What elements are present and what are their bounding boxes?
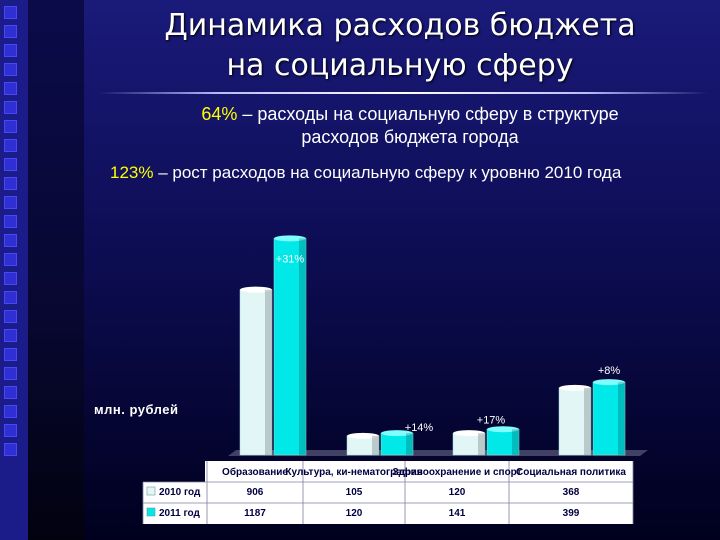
bar-top <box>240 286 272 293</box>
growth-label: +8% <box>598 365 621 377</box>
table-value: 368 <box>563 487 580 498</box>
legend-swatch-2011 <box>146 507 156 517</box>
decor-square <box>4 329 17 342</box>
decor-square <box>4 424 17 437</box>
table-category-label: Социальная политика <box>516 467 626 478</box>
bar-shade <box>406 433 413 455</box>
stat-growth-value: 123% <box>110 163 154 182</box>
decor-square <box>4 82 17 95</box>
table-value: 1187 <box>244 508 266 519</box>
stat-share: 64% – расходы на социальную сферу в стру… <box>140 103 680 149</box>
table-value: 141 <box>449 508 466 519</box>
table-value: 120 <box>346 508 363 519</box>
left-decor-strip <box>0 0 28 540</box>
slide-title-line1: Динамика расходов бюджета <box>164 8 636 43</box>
decor-square <box>4 101 17 114</box>
table-value: 105 <box>346 487 363 498</box>
unit-label: млн. рублей <box>94 402 179 417</box>
bar-shade <box>372 435 379 455</box>
legend-swatch-2010 <box>146 486 156 496</box>
decor-square <box>4 25 17 38</box>
table-category-label: Здравоохранение и спорт <box>392 467 521 478</box>
bar-2010 <box>239 289 273 456</box>
bar-2011 <box>273 238 307 456</box>
legend-label: 2010 год <box>159 487 201 498</box>
stat-share-text: – расходы на социальную сферу в структур… <box>237 104 619 124</box>
bar-shade <box>478 433 485 455</box>
table-header-row <box>205 461 633 482</box>
table-value: 399 <box>563 508 580 519</box>
decor-square <box>4 291 17 304</box>
bar-shade <box>584 387 591 455</box>
growth-label: +14% <box>405 422 434 434</box>
bar-shade <box>618 382 625 455</box>
decor-square <box>4 6 17 19</box>
decor-square <box>4 272 17 285</box>
stat-share-text-line2: расходов бюджета города <box>301 127 519 147</box>
bar-top <box>453 430 485 437</box>
stat-growth: 123% – рост расходов на социальную сферу… <box>110 162 710 184</box>
decor-square <box>4 139 17 152</box>
bar-2011 <box>486 429 520 456</box>
bar-top <box>347 432 379 439</box>
decor-square <box>4 386 17 399</box>
stat-share-value: 64% <box>201 104 238 124</box>
decor-square <box>4 367 17 380</box>
chart-floor <box>228 450 648 456</box>
decor-square <box>4 234 17 247</box>
decor-square <box>4 44 17 57</box>
stat-growth-text: – рост расходов на социальную сферу к ур… <box>153 163 622 182</box>
bar-shade <box>265 289 272 455</box>
slide-title: Динамика расходов бюджета на социальную … <box>100 6 700 86</box>
decor-square <box>4 196 17 209</box>
decor-square <box>4 348 17 361</box>
decor-square <box>4 310 17 323</box>
growth-label: +31% <box>276 253 305 265</box>
bar-shade <box>299 238 306 455</box>
legend-label: 2011 год <box>159 508 200 519</box>
bar-shade <box>512 429 519 455</box>
growth-label: +17% <box>477 414 506 426</box>
decor-square <box>4 405 17 418</box>
table-value: 120 <box>449 487 466 498</box>
title-divider <box>98 92 708 94</box>
decor-square <box>4 253 17 266</box>
table-category-label: Культура, ки-нематография <box>285 466 422 478</box>
decor-square <box>4 63 17 76</box>
decor-square <box>4 443 17 456</box>
slide-title-line2: на социальную сферу <box>226 48 574 83</box>
table-category-label: Образование <box>222 466 288 478</box>
decor-square <box>4 158 17 171</box>
bar-top <box>274 235 306 242</box>
decor-square <box>4 215 17 228</box>
bar-2010 <box>558 387 592 456</box>
left-dark-panel <box>28 0 84 540</box>
decor-square <box>4 120 17 133</box>
bar-top <box>381 430 413 437</box>
bar-top <box>593 379 625 386</box>
table-value: 906 <box>247 487 264 498</box>
bar-top <box>559 384 591 391</box>
bar-top <box>487 426 519 433</box>
decor-square <box>4 177 17 190</box>
